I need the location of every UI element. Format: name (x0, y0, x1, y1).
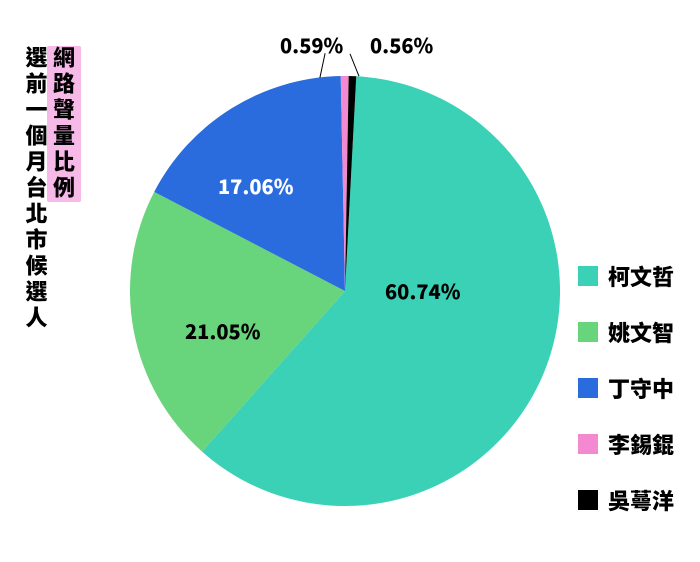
legend-item-0: 柯文哲 (578, 260, 674, 292)
title-line-2: 網路聲量比例 (50, 46, 78, 332)
legend: 柯文哲 姚文智 丁守中 李錫錕 吳蕚洋 (578, 260, 674, 516)
legend-label-4: 吳蕚洋 (608, 484, 674, 516)
slice-label-4: 0.56% (370, 30, 433, 59)
pie-chart: 60.74% 21.05% 17.06% (130, 76, 560, 506)
slice-label-0: 60.74% (385, 276, 460, 305)
legend-label-3: 李錫錕 (608, 428, 674, 460)
title-line-1: 選前一個月台北市候選人 (22, 46, 50, 332)
legend-item-4: 吳蕚洋 (578, 484, 674, 516)
legend-label-2: 丁守中 (608, 372, 674, 404)
legend-label-0: 柯文哲 (608, 260, 674, 292)
chart-title: 選前一個月台北市候選人 網路聲量比例 (22, 46, 77, 332)
legend-swatch-1 (578, 322, 598, 342)
legend-item-3: 李錫錕 (578, 428, 674, 460)
legend-swatch-2 (578, 378, 598, 398)
title-highlight: 網路聲量比例 (47, 46, 81, 202)
legend-label-1: 姚文智 (608, 316, 674, 348)
legend-item-2: 丁守中 (578, 372, 674, 404)
slice-label-1: 21.05% (185, 316, 260, 345)
legend-swatch-3 (578, 434, 598, 454)
legend-swatch-4 (578, 490, 598, 510)
leader-line-4 (350, 54, 360, 77)
slice-label-2: 17.06% (218, 171, 293, 200)
pie-svg (130, 76, 560, 506)
legend-item-1: 姚文智 (578, 316, 674, 348)
slice-label-3: 0.59% (280, 30, 343, 59)
legend-swatch-0 (578, 266, 598, 286)
